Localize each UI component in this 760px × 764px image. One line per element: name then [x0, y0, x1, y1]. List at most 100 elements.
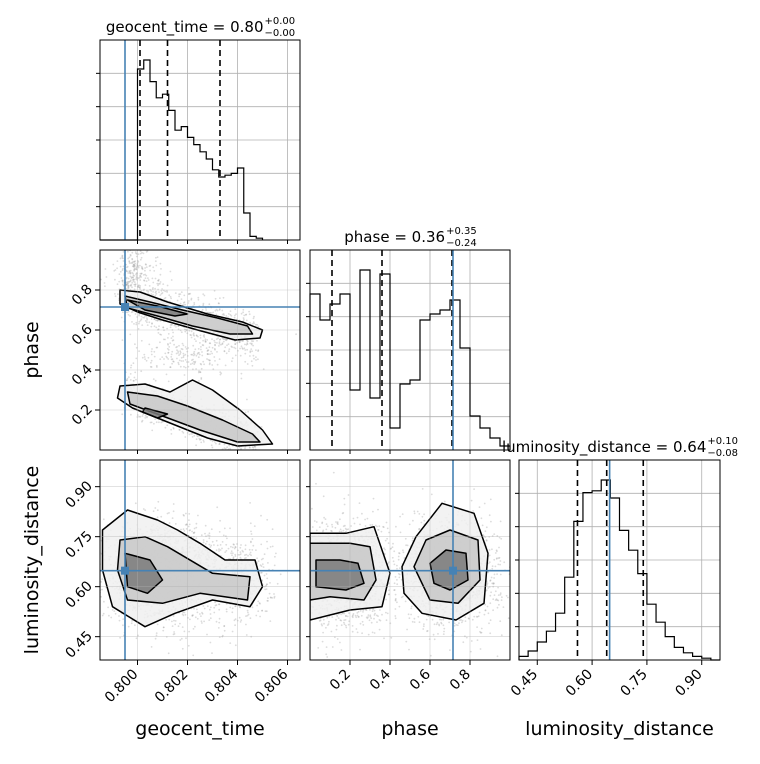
sample-point	[122, 618, 124, 620]
sample-point	[234, 548, 236, 550]
sample-point	[206, 634, 208, 636]
sample-point	[239, 554, 241, 556]
sample-point	[197, 352, 199, 354]
sample-point	[167, 358, 169, 360]
sample-point	[223, 341, 225, 343]
sample-point	[158, 325, 160, 327]
sample-point	[135, 278, 137, 280]
sample-point	[103, 518, 105, 520]
sample-point	[185, 614, 187, 616]
histogram-step-luminosity_distance	[519, 480, 720, 660]
sample-point	[219, 442, 221, 444]
panel-title-sub-luminosity_distance: −0.08	[707, 448, 738, 459]
sample-point	[131, 622, 133, 624]
sample-point	[144, 317, 146, 319]
sample-point	[139, 277, 141, 279]
sample-point	[311, 508, 313, 510]
sample-point	[285, 558, 287, 560]
sample-point	[214, 344, 216, 346]
sample-point	[135, 324, 137, 326]
sample-point	[212, 347, 214, 349]
sample-point	[180, 352, 182, 354]
sample-point	[155, 265, 157, 267]
sample-point	[260, 544, 262, 546]
sample-point	[191, 331, 193, 333]
sample-point	[148, 357, 150, 359]
sample-point	[185, 367, 187, 369]
sample-point	[255, 359, 257, 361]
sample-point	[219, 341, 221, 343]
sample-point	[127, 251, 129, 253]
sample-point	[151, 322, 153, 324]
sample-point	[221, 548, 223, 550]
sample-point	[205, 338, 207, 340]
sample-point	[234, 343, 236, 345]
sample-point	[155, 278, 157, 280]
sample-point	[116, 267, 118, 269]
sample-point	[249, 502, 251, 504]
sample-point	[218, 609, 220, 611]
sample-point	[225, 544, 227, 546]
sample-point	[275, 579, 277, 581]
sample-point	[241, 378, 243, 380]
sample-point	[247, 612, 249, 614]
sample-point	[132, 261, 134, 263]
sample-point	[170, 298, 172, 300]
sample-point	[234, 308, 236, 310]
sample-point	[233, 456, 235, 458]
sample-point	[92, 595, 94, 597]
sample-point	[142, 415, 144, 417]
sample-point	[153, 510, 155, 512]
sample-point	[145, 320, 147, 322]
sample-point	[125, 245, 127, 247]
sample-point	[249, 350, 251, 352]
panel-title-sub-geocent_time: −0.00	[265, 28, 296, 39]
sample-point	[211, 312, 213, 314]
sample-point	[130, 414, 132, 416]
sample-point	[204, 533, 206, 535]
sample-point	[211, 528, 213, 530]
sample-point	[224, 528, 226, 530]
sample-point	[139, 288, 141, 290]
sample-point	[166, 424, 168, 426]
sample-point	[259, 616, 261, 618]
sample-point	[242, 311, 244, 313]
sample-point	[252, 461, 254, 463]
sample-point	[178, 293, 180, 295]
panel-title-luminosity_distance: luminosity_distance = 0.64	[502, 438, 706, 457]
sample-point	[160, 268, 162, 270]
sample-point	[143, 508, 145, 510]
sample-point	[235, 618, 237, 620]
sample-point	[253, 318, 255, 320]
sample-point	[119, 273, 121, 275]
sample-point	[101, 589, 103, 591]
sample-point	[149, 265, 151, 267]
sample-point	[147, 324, 149, 326]
sample-point	[174, 633, 176, 635]
sample-point	[207, 353, 209, 355]
sample-point	[193, 628, 195, 630]
sample-point	[162, 283, 164, 285]
sample-point	[206, 347, 208, 349]
sample-point	[165, 619, 167, 621]
sample-point	[162, 630, 164, 632]
sample-point	[155, 292, 157, 294]
sample-point	[88, 580, 90, 582]
sample-point	[234, 341, 236, 343]
sample-point	[200, 615, 202, 617]
sample-point	[168, 619, 170, 621]
sample-point	[133, 380, 135, 382]
sample-point	[114, 279, 116, 281]
sample-point	[171, 351, 173, 353]
sample-point	[267, 562, 269, 564]
sample-point	[103, 601, 105, 603]
sample-point	[372, 608, 374, 610]
sample-point	[203, 605, 205, 607]
sample-point	[214, 441, 216, 443]
sample-point	[181, 357, 183, 359]
sample-point	[94, 604, 96, 606]
sample-point	[160, 274, 162, 276]
sample-point	[340, 614, 342, 616]
sample-point	[379, 629, 381, 631]
